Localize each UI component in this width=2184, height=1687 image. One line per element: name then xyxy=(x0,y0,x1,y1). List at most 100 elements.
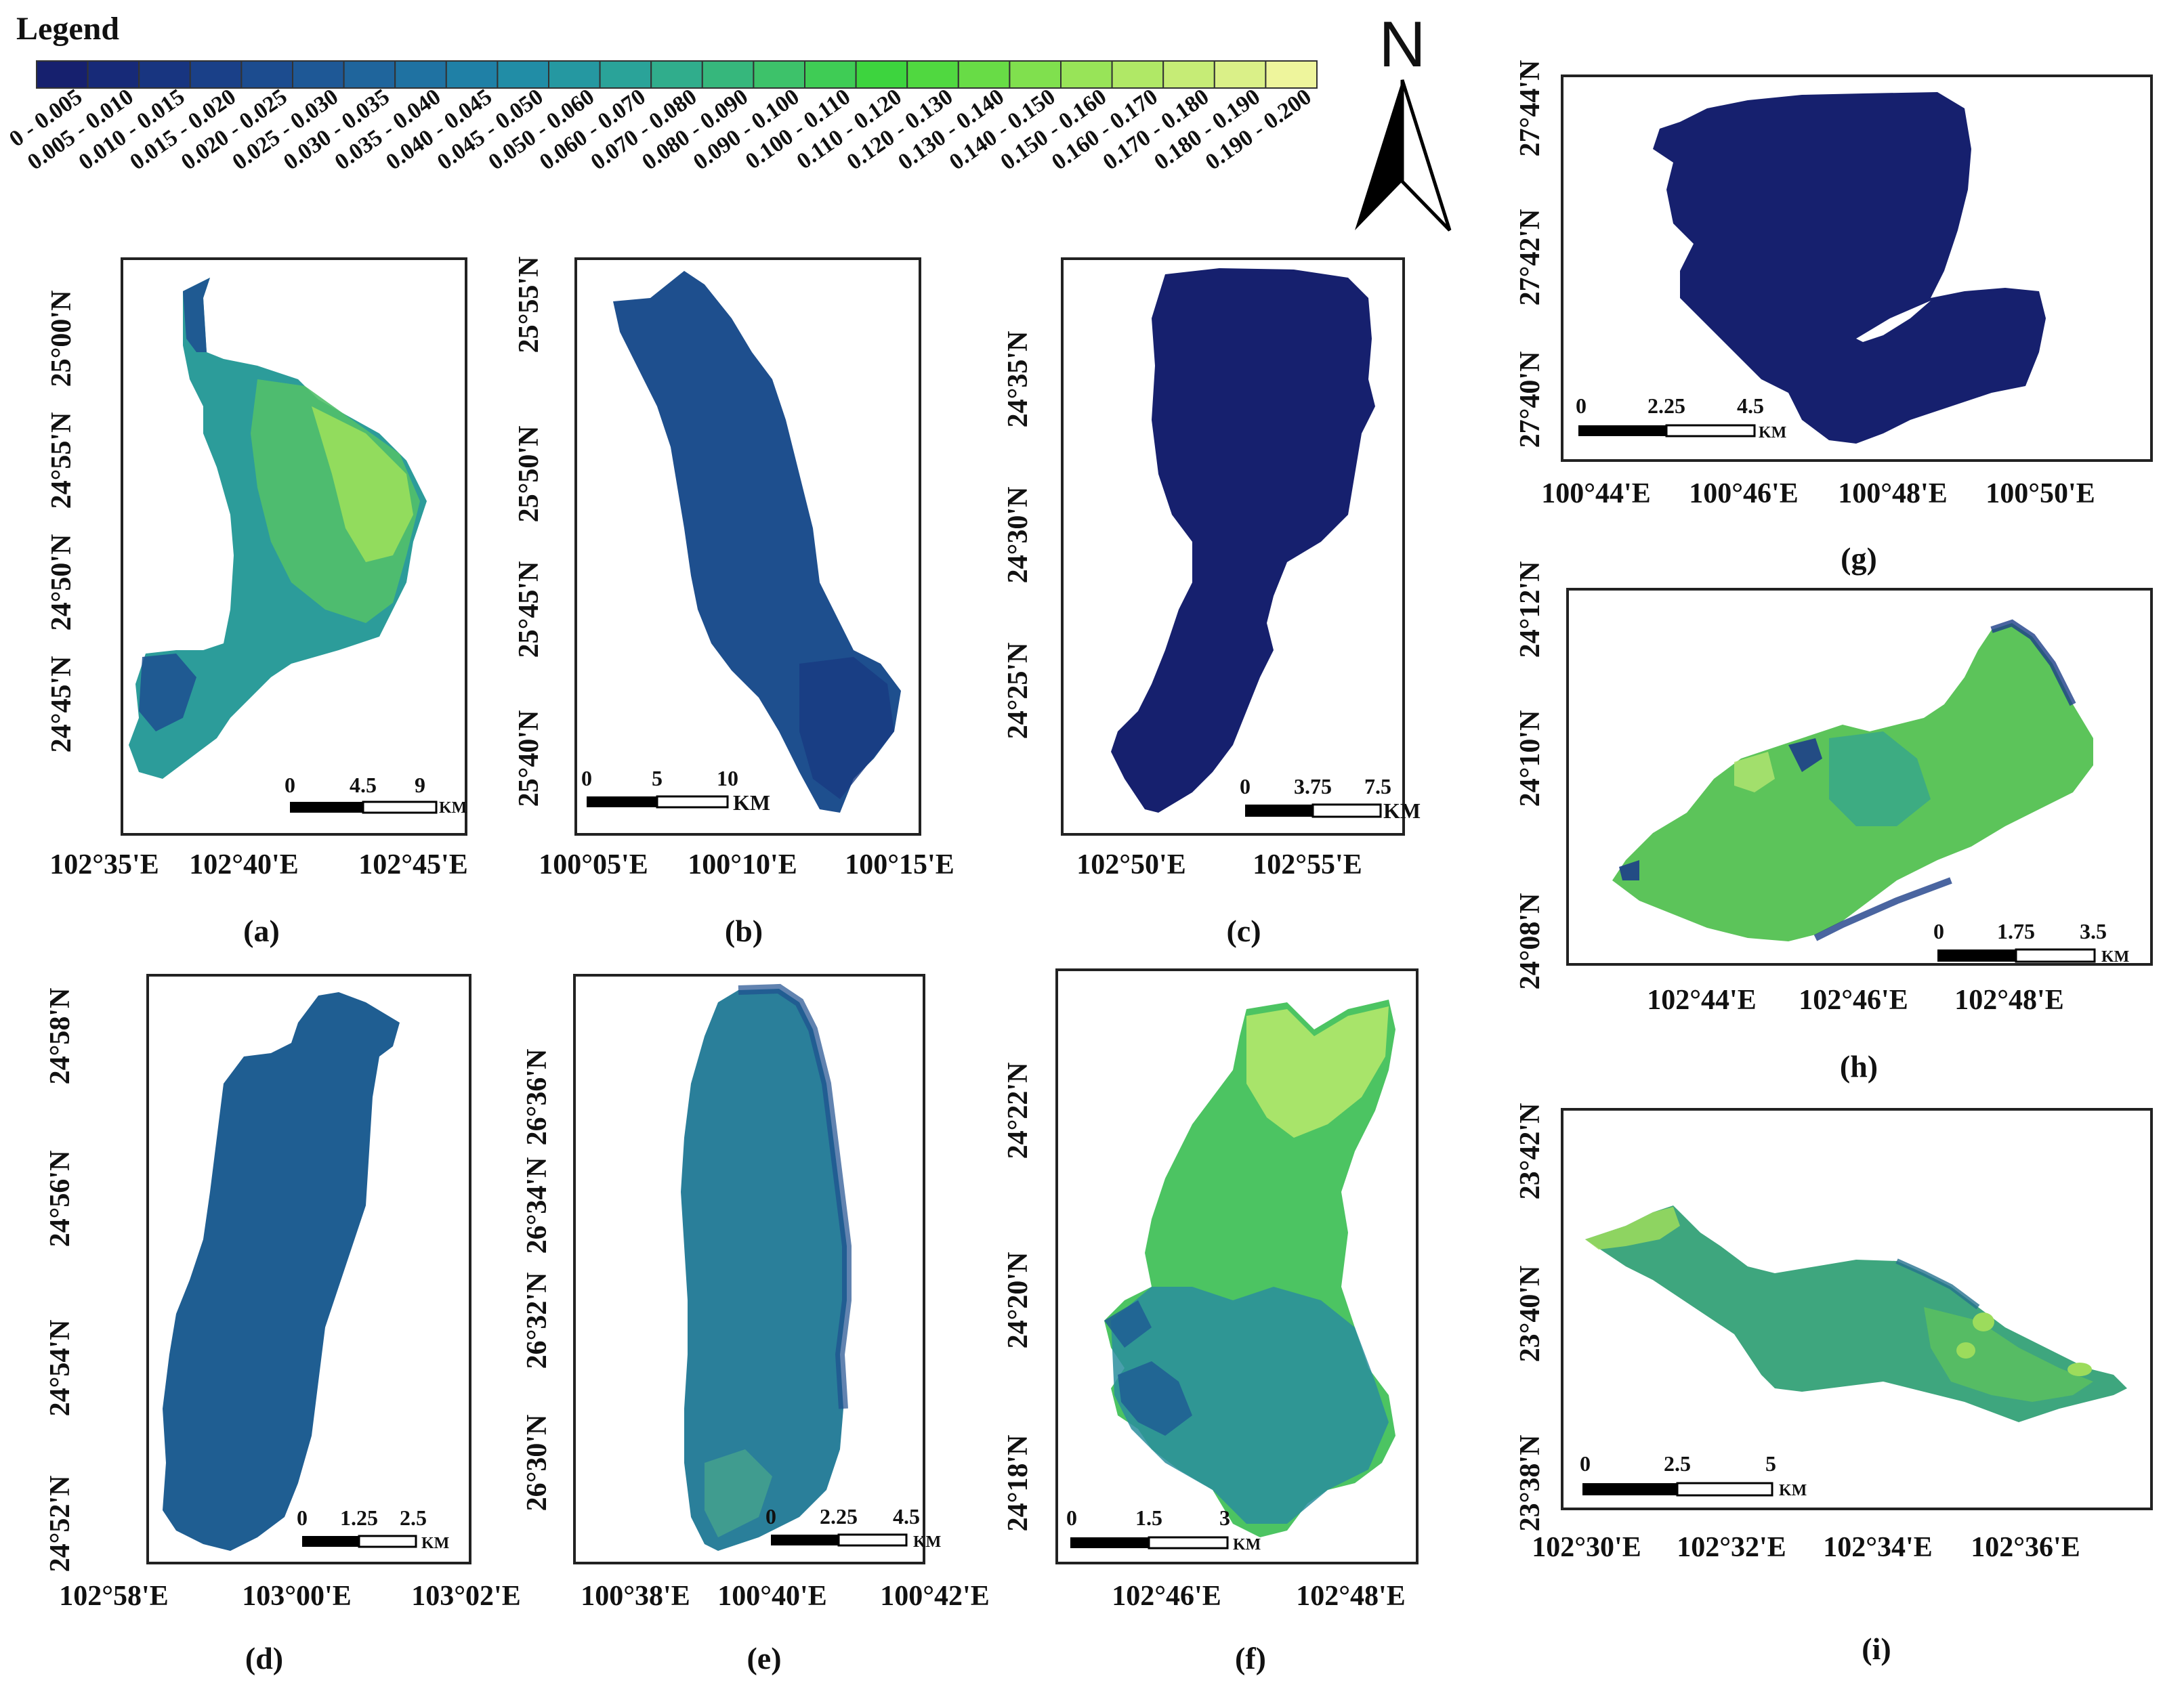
lat-label-c-2: 24°25'N xyxy=(1003,643,1034,740)
lon-label-e-0: 100°38'E xyxy=(581,1581,690,1612)
lake-i-dark-rim xyxy=(1895,1258,1980,1310)
lake-g-inlet-gap xyxy=(1856,301,1931,342)
scale-tick-i-2: 5 xyxy=(1765,1451,1776,1476)
lat-label-h-1: 24°10'N xyxy=(1515,710,1546,807)
scale-unit-g: KM xyxy=(1759,424,1786,442)
lon-label-c-0: 102°50'E xyxy=(1076,849,1185,880)
lat-label-c-1: 24°30'N xyxy=(1003,487,1034,584)
lat-label-d-3: 24°52'N xyxy=(45,1476,76,1573)
scale-tick-d-1: 1.25 xyxy=(340,1506,378,1530)
lat-label-a-2: 24°50'N xyxy=(46,534,77,631)
lon-label-d-2: 103°02'E xyxy=(411,1581,520,1612)
lake-i-bright-spot-3 xyxy=(2067,1363,2092,1376)
lon-label-a-1: 102°40'E xyxy=(189,849,298,880)
legend-swatch-23 xyxy=(1213,60,1267,89)
lat-label-f-1: 24°20'N xyxy=(1003,1252,1034,1349)
lake-a-green-zone xyxy=(251,379,420,623)
legend-swatch-13 xyxy=(701,60,755,89)
legend-swatch-20 xyxy=(1060,60,1113,89)
scale-bar-e: 0 2.25 4.5 KM xyxy=(765,1504,941,1551)
caption-b: (b) xyxy=(725,914,763,948)
lat-label-i-2: 23°38'N xyxy=(1515,1435,1546,1532)
legend-swatch-15 xyxy=(804,60,857,89)
lat-label-d-2: 24°54'N xyxy=(45,1320,76,1417)
lat-label-a-1: 24°55'N xyxy=(46,412,77,509)
lat-label-b-0: 25°55'N xyxy=(513,257,545,354)
legend-swatch-2 xyxy=(138,60,191,89)
lon-label-h-0: 102°44'E xyxy=(1647,985,1756,1016)
scale-tick-b-0: 0 xyxy=(581,766,592,790)
caption-a: (a) xyxy=(243,914,280,948)
legend-swatch-9 xyxy=(497,60,550,89)
lat-label-b-3: 25°40'N xyxy=(513,710,545,807)
lon-label-g-1: 100°46'E xyxy=(1689,478,1798,509)
lat-label-f-0: 24°22'N xyxy=(1003,1063,1034,1159)
panel-g: 0 2.25 4.5 KM 27°44'N 27°42'N 27°40'N 10… xyxy=(1515,60,2153,576)
legend-swatch-1 xyxy=(87,60,140,89)
lake-i-mid-zone xyxy=(1924,1307,2093,1402)
lon-label-i-1: 102°32'E xyxy=(1677,1532,1786,1563)
scale-unit-d: KM xyxy=(421,1535,449,1552)
lat-label-f-2: 24°18'N xyxy=(1003,1435,1034,1532)
scale-tick-h-1: 1.75 xyxy=(1997,919,2035,943)
lake-a-light-zone xyxy=(312,406,413,562)
lon-label-e-2: 100°42'E xyxy=(880,1581,989,1612)
lat-label-e-0: 26°36'N xyxy=(522,1049,553,1146)
lon-label-i-0: 102°30'E xyxy=(1532,1532,1641,1563)
scale-bar-d: 0 1.25 2.5 KM xyxy=(297,1506,449,1552)
scale-bar-g: 0 2.25 4.5 KM xyxy=(1576,393,1786,442)
lat-label-h-2: 24°08'N xyxy=(1515,893,1546,990)
lake-f-dark-zone xyxy=(1104,1300,1192,1436)
caption-e: (e) xyxy=(747,1641,781,1675)
scale-tick-c-1: 3.75 xyxy=(1294,774,1332,798)
lake-i-bright-spot-2 xyxy=(1956,1342,1975,1359)
legend-swatch-5 xyxy=(292,60,345,89)
lake-a-dark-zone xyxy=(139,278,210,731)
scale-unit-b: KM xyxy=(733,790,770,815)
scale-tick-b-2: 10 xyxy=(717,766,738,790)
lake-b-dark-zone xyxy=(799,657,894,799)
legend-swatch-12 xyxy=(650,60,703,89)
lon-label-i-2: 102°34'E xyxy=(1823,1532,1932,1563)
scale-unit-a: KM xyxy=(439,799,467,817)
lon-label-b-0: 100°05'E xyxy=(539,849,648,880)
lat-label-g-0: 27°44'N xyxy=(1515,60,1546,157)
scale-tick-f-1: 1.5 xyxy=(1135,1506,1162,1530)
scale-tick-e-1: 2.25 xyxy=(820,1504,858,1529)
legend-swatch-8 xyxy=(445,60,499,89)
panel-e: 0 2.25 4.5 KM 26°36'N 26°34'N 26°32'N 26… xyxy=(522,974,990,1675)
lake-c xyxy=(1111,268,1375,813)
caption-c: (c) xyxy=(1226,914,1261,948)
lat-label-g-2: 27°40'N xyxy=(1515,351,1546,448)
lat-label-e-1: 26°34'N xyxy=(522,1157,553,1254)
lat-label-b-2: 25°45'N xyxy=(513,561,545,658)
lake-h-dark-inlet xyxy=(1619,738,1822,880)
panel-h: 0 1.75 3.5 KM 24°12'N 24°10'N 24°08'N 10… xyxy=(1515,561,2153,1084)
scale-tick-f-0: 0 xyxy=(1066,1506,1077,1530)
panel-a: 0 4.5 9 KM 25°00'N 24°55'N 24°50'N 24°45… xyxy=(46,257,468,948)
scale-tick-i-0: 0 xyxy=(1580,1451,1591,1476)
scale-tick-d-0: 0 xyxy=(297,1506,308,1530)
scale-tick-e-0: 0 xyxy=(765,1504,776,1529)
lon-label-b-2: 100°15'E xyxy=(845,849,954,880)
lat-label-h-0: 24°12'N xyxy=(1515,561,1546,658)
scale-tick-a-2: 9 xyxy=(415,773,425,797)
legend-swatch-10 xyxy=(548,60,601,89)
legend-swatch-7 xyxy=(394,60,447,89)
scale-unit-h: KM xyxy=(2101,948,2129,966)
scale-unit-c: KM xyxy=(1383,798,1421,823)
scale-bar-c: 0 3.75 7.5 KM xyxy=(1240,774,1421,823)
caption-i: (i) xyxy=(1862,1631,1891,1666)
legend-swatch-14 xyxy=(753,60,806,89)
lon-label-f-1: 102°48'E xyxy=(1296,1581,1405,1612)
legend-swatch-6 xyxy=(343,60,396,89)
scale-unit-f: KM xyxy=(1233,1536,1261,1554)
lake-e-light-zone xyxy=(705,1449,772,1537)
lon-label-a-0: 102°35'E xyxy=(49,849,159,880)
panel-b: 0 5 10 KM 25°55'N 25°50'N 25°45'N 25°40'… xyxy=(513,257,954,948)
lon-label-f-0: 102°46'E xyxy=(1112,1581,1221,1612)
lon-label-g-2: 100°48'E xyxy=(1838,478,1947,509)
legend-swatch-17 xyxy=(906,60,959,89)
